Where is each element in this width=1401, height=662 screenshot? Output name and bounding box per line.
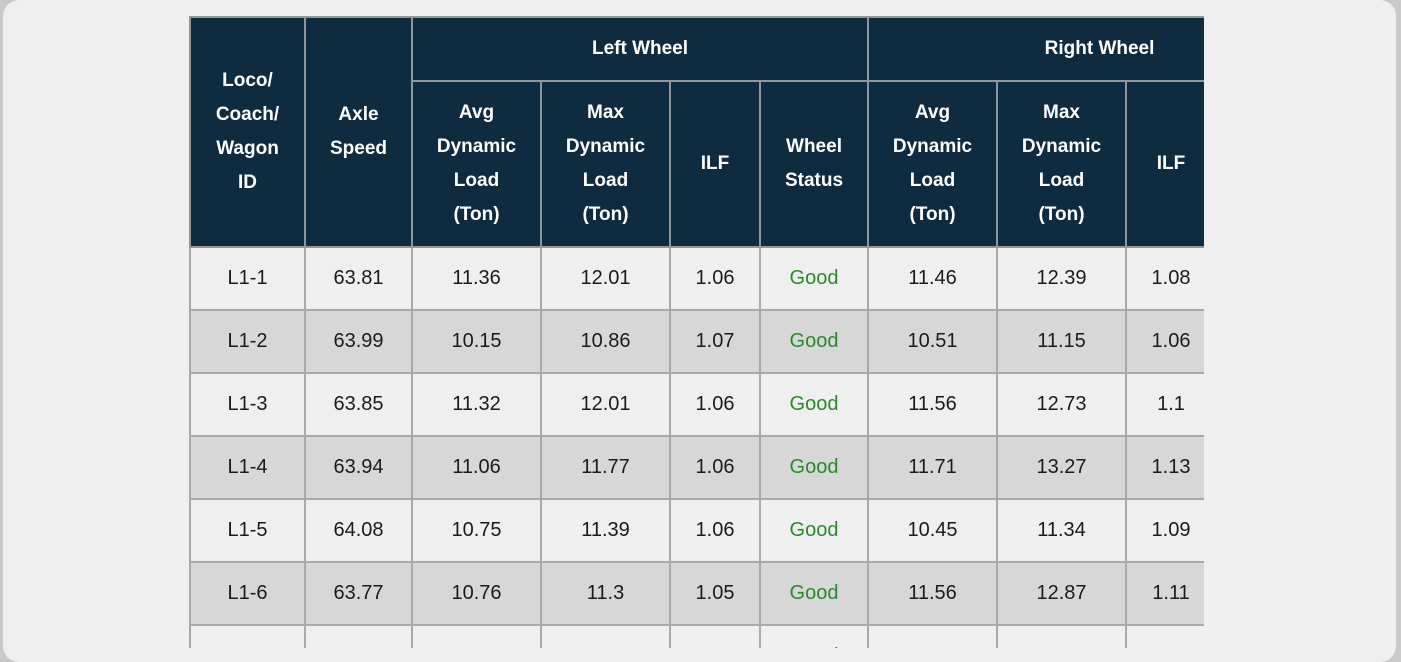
- cell-right-ilf: 1.06: [1125, 309, 1204, 374]
- cell-speed: 63.85: [304, 372, 413, 437]
- cell-right-ilf: 1.14: [1125, 624, 1204, 648]
- col-header-left-max-load: Max Dynamic Load (Ton): [540, 80, 671, 248]
- cell-left-status: Good: [759, 246, 869, 311]
- cell-right-max: 11.06: [996, 624, 1127, 648]
- table-row: L1-5 64.08 10.75 11.39 1.06 Good 10.45 1…: [189, 498, 1204, 563]
- cell-speed: 63.81: [304, 246, 413, 311]
- group-header-left-wheel: Left Wheel: [411, 16, 869, 82]
- cell-right-max: 12.39: [996, 246, 1127, 311]
- cell-right-ilf: 1.09: [1125, 498, 1204, 563]
- cell-right-avg: 10.51: [867, 309, 998, 374]
- cell-left-max: 12.01: [540, 372, 671, 437]
- cell-left-status: Good: [759, 372, 869, 437]
- table-row: L1-3 63.85 11.32 12.01 1.06 Good 11.56 1…: [189, 372, 1204, 437]
- table-scroll-area[interactable]: Loco/ Coach/ Wagon ID Axle Speed Left Wh…: [189, 16, 1204, 648]
- col-header-left-wheel-status: Wheel Status: [759, 80, 869, 248]
- cell-right-avg: 11.56: [867, 561, 998, 626]
- cell-right-avg: 11.46: [867, 246, 998, 311]
- col-header-right-max-load: Max Dynamic Load (Ton): [996, 80, 1127, 248]
- cell-right-ilf: 1.13: [1125, 435, 1204, 500]
- cell-left-ilf: 1.05: [669, 561, 761, 626]
- cell-id: L1-2: [189, 309, 306, 374]
- cell-id: L1-5: [189, 498, 306, 563]
- cell-id: L1-4: [189, 435, 306, 500]
- content-card: Loco/ Coach/ Wagon ID Axle Speed Left Wh…: [3, 0, 1396, 662]
- cell-speed: 64.08: [304, 498, 413, 563]
- cell-right-ilf: 1.1: [1125, 372, 1204, 437]
- table-row: L1-6 63.77 10.76 11.3 1.05 Good 11.56 12…: [189, 561, 1204, 626]
- cell-left-status: Good: [759, 624, 869, 648]
- cell-left-status: Good: [759, 309, 869, 374]
- cell-speed: 64.15: [304, 624, 413, 648]
- cell-left-ilf: 1.06: [669, 246, 761, 311]
- cell-left-avg: 10.15: [411, 309, 542, 374]
- cell-right-avg: 11.56: [867, 372, 998, 437]
- cell-id: W1-1: [189, 624, 306, 648]
- wheel-load-table: Loco/ Coach/ Wagon ID Axle Speed Left Wh…: [189, 16, 1204, 648]
- cell-left-ilf: 1.16: [669, 624, 761, 648]
- cell-speed: 63.94: [304, 435, 413, 500]
- cell-right-max: 13.27: [996, 435, 1127, 500]
- cell-left-avg: 10.75: [411, 498, 542, 563]
- cell-right-max: 11.15: [996, 309, 1127, 374]
- cell-right-ilf: 1.08: [1125, 246, 1204, 311]
- cell-left-status: Good: [759, 498, 869, 563]
- col-header-id: Loco/ Coach/ Wagon ID: [189, 16, 306, 248]
- cell-right-avg: 10.45: [867, 498, 998, 563]
- cell-left-ilf: 1.06: [669, 498, 761, 563]
- cell-speed: 63.99: [304, 309, 413, 374]
- table-row: W1-1 64.15 11.44 12.24 1.16 Good 9.74 11…: [189, 624, 1204, 648]
- col-header-axle-speed: Axle Speed: [304, 16, 413, 248]
- col-header-left-ilf: ILF: [669, 80, 761, 248]
- cell-left-avg: 11.44: [411, 624, 542, 648]
- cell-right-avg: 9.74: [867, 624, 998, 648]
- cell-right-max: 11.34: [996, 498, 1127, 563]
- table-row: L1-4 63.94 11.06 11.77 1.06 Good 11.71 1…: [189, 435, 1204, 500]
- cell-left-ilf: 1.07: [669, 309, 761, 374]
- cell-right-avg: 11.71: [867, 435, 998, 500]
- cell-right-ilf: 1.11: [1125, 561, 1204, 626]
- cell-left-status: Good: [759, 435, 869, 500]
- cell-speed: 63.77: [304, 561, 413, 626]
- cell-left-max: 11.39: [540, 498, 671, 563]
- cell-id: L1-6: [189, 561, 306, 626]
- cell-left-status: Good: [759, 561, 869, 626]
- table-row: L1-2 63.99 10.15 10.86 1.07 Good 10.51 1…: [189, 309, 1204, 374]
- cell-right-max: 12.87: [996, 561, 1127, 626]
- col-header-right-avg-load: Avg Dynamic Load (Ton): [867, 80, 998, 248]
- cell-left-avg: 11.06: [411, 435, 542, 500]
- cell-left-max: 10.86: [540, 309, 671, 374]
- cell-left-max: 11.77: [540, 435, 671, 500]
- cell-id: L1-3: [189, 372, 306, 437]
- cell-left-avg: 11.36: [411, 246, 542, 311]
- cell-left-max: 12.24: [540, 624, 671, 648]
- table-row: L1-1 63.81 11.36 12.01 1.06 Good 11.46 1…: [189, 246, 1204, 311]
- cell-left-ilf: 1.06: [669, 372, 761, 437]
- cell-left-max: 11.3: [540, 561, 671, 626]
- cell-id: L1-1: [189, 246, 306, 311]
- cell-right-max: 12.73: [996, 372, 1127, 437]
- cell-left-ilf: 1.06: [669, 435, 761, 500]
- cell-left-avg: 10.76: [411, 561, 542, 626]
- group-header-right-wheel: Right Wheel: [866, 16, 1204, 82]
- table-body: L1-1 63.81 11.36 12.01 1.06 Good 11.46 1…: [189, 246, 1204, 648]
- cell-left-avg: 11.32: [411, 372, 542, 437]
- col-header-left-avg-load: Avg Dynamic Load (Ton): [411, 80, 542, 248]
- col-header-right-ilf: ILF: [1125, 80, 1204, 248]
- cell-left-max: 12.01: [540, 246, 671, 311]
